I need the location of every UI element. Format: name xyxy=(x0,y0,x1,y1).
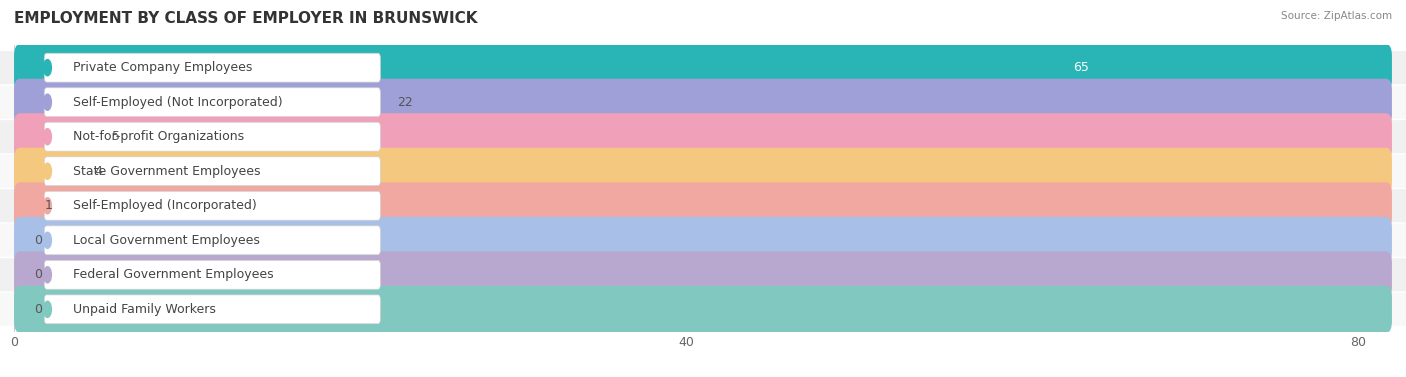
FancyBboxPatch shape xyxy=(45,295,381,324)
Text: Not-for-profit Organizations: Not-for-profit Organizations xyxy=(73,130,245,143)
FancyBboxPatch shape xyxy=(0,120,1406,153)
Circle shape xyxy=(44,163,52,179)
Circle shape xyxy=(44,232,52,248)
Text: 22: 22 xyxy=(396,96,413,109)
FancyBboxPatch shape xyxy=(0,189,1406,222)
Text: 0: 0 xyxy=(34,234,42,247)
FancyBboxPatch shape xyxy=(14,44,1392,91)
FancyBboxPatch shape xyxy=(45,53,381,82)
Text: Federal Government Employees: Federal Government Employees xyxy=(73,268,274,281)
Circle shape xyxy=(44,267,52,283)
FancyBboxPatch shape xyxy=(45,88,381,116)
FancyBboxPatch shape xyxy=(14,286,1392,333)
Circle shape xyxy=(44,94,52,110)
Text: Self-Employed (Incorporated): Self-Employed (Incorporated) xyxy=(73,199,257,212)
FancyBboxPatch shape xyxy=(14,148,1392,195)
FancyBboxPatch shape xyxy=(0,293,1406,326)
Text: 0: 0 xyxy=(34,303,42,316)
FancyBboxPatch shape xyxy=(14,251,1392,298)
Text: State Government Employees: State Government Employees xyxy=(73,165,260,178)
FancyBboxPatch shape xyxy=(0,51,1406,84)
Text: Private Company Employees: Private Company Employees xyxy=(73,61,252,74)
Text: Unpaid Family Workers: Unpaid Family Workers xyxy=(73,303,215,316)
FancyBboxPatch shape xyxy=(45,261,381,289)
FancyBboxPatch shape xyxy=(0,86,1406,119)
Text: 5: 5 xyxy=(111,130,120,143)
Text: Local Government Employees: Local Government Employees xyxy=(73,234,260,247)
FancyBboxPatch shape xyxy=(14,79,1392,126)
FancyBboxPatch shape xyxy=(45,191,381,220)
FancyBboxPatch shape xyxy=(45,226,381,255)
Circle shape xyxy=(44,129,52,145)
Circle shape xyxy=(44,301,52,317)
Text: Self-Employed (Not Incorporated): Self-Employed (Not Incorporated) xyxy=(73,96,283,109)
FancyBboxPatch shape xyxy=(45,157,381,186)
FancyBboxPatch shape xyxy=(14,182,1392,229)
Circle shape xyxy=(44,60,52,76)
FancyBboxPatch shape xyxy=(14,113,1392,160)
FancyBboxPatch shape xyxy=(0,258,1406,291)
Text: 4: 4 xyxy=(94,165,103,178)
Text: Source: ZipAtlas.com: Source: ZipAtlas.com xyxy=(1281,11,1392,21)
Text: EMPLOYMENT BY CLASS OF EMPLOYER IN BRUNSWICK: EMPLOYMENT BY CLASS OF EMPLOYER IN BRUNS… xyxy=(14,11,478,26)
FancyBboxPatch shape xyxy=(0,224,1406,257)
FancyBboxPatch shape xyxy=(0,155,1406,188)
Text: 65: 65 xyxy=(1074,61,1090,74)
Text: 1: 1 xyxy=(45,199,52,212)
Text: 0: 0 xyxy=(34,268,42,281)
FancyBboxPatch shape xyxy=(14,217,1392,264)
FancyBboxPatch shape xyxy=(45,122,381,151)
Circle shape xyxy=(44,198,52,214)
